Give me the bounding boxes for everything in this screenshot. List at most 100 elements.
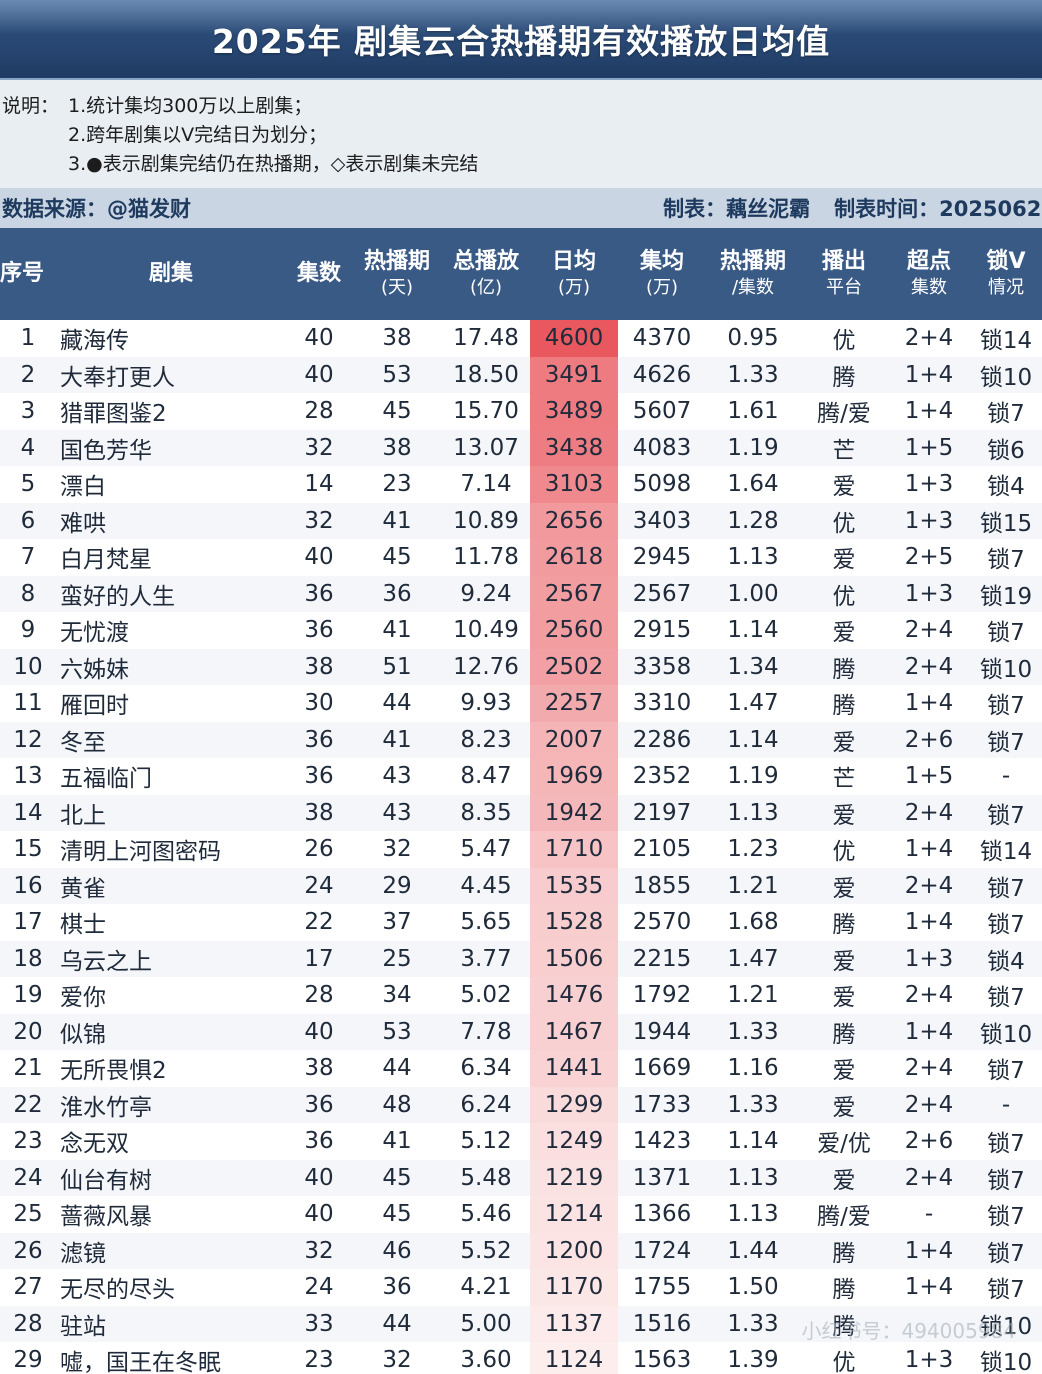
col-episodes-cell: 38 [286, 794, 352, 831]
col-rank-cell: 13 [13, 763, 43, 790]
table-row: 2 大奉打更人 40 53 18.50 3491 4626 1.33 腾 1+4 锁10 [0, 356, 1042, 393]
col-daily-avg-cell: 1299 [530, 1086, 618, 1123]
col-hot-days-cell: 44 [352, 1305, 442, 1342]
col-episodes-cell: 36 [286, 575, 352, 612]
col-lock-v-cell: 锁7 [970, 867, 1042, 904]
col-peak-episodes-cell: 1+4 [904, 1274, 954, 1301]
table-row: 24 仙台有树 40 45 5.48 1219 1371 1.13 爱 2+4 锁7 [0, 1159, 1042, 1196]
col-peak-episodes-cell: 2+4 [904, 982, 954, 1009]
table-row: 17 棋士 22 37 5.65 1528 2570 1.68 腾 1+4 锁7 [0, 904, 1042, 941]
col-episode-avg-cell: 2352 [632, 763, 692, 790]
col-episodes-cell: 14 [304, 471, 334, 498]
header-unit: (万) [645, 277, 679, 298]
header-col-episodes: 集数 [286, 228, 352, 320]
col-rank-cell: 11 [13, 690, 43, 717]
col-title-cell: 猎罪图鉴2 [60, 401, 167, 428]
col-platform-cell: 腾/爱 [817, 401, 871, 428]
col-daily-avg-cell: 1942 [530, 794, 618, 831]
col-hot-ratio-cell: 1.33 [706, 1305, 800, 1342]
col-title-cell: 乌云之上 [56, 940, 286, 977]
col-total-views-cell: 4.21 [460, 1274, 512, 1301]
col-total-views-cell: 4.45 [442, 867, 530, 904]
col-title-cell: 国色芳华 [56, 429, 286, 466]
header-col-total-views: 总播放 (亿) [442, 228, 530, 320]
col-hot-ratio-cell: 1.34 [706, 648, 800, 685]
col-lock-v-cell: 锁7 [970, 1232, 1042, 1269]
col-hot-ratio-cell: 1.14 [727, 617, 779, 644]
col-title-cell: 滤镜 [56, 1232, 286, 1269]
col-peak-episodes-cell: 2+4 [888, 794, 970, 831]
table-row: 26 滤镜 32 46 5.52 1200 1724 1.44 腾 1+4 锁7 [0, 1232, 1042, 1269]
col-total-views-cell: 3.77 [442, 940, 530, 977]
col-lock-v-cell: 锁19 [970, 575, 1042, 612]
col-rank-cell: 18 [0, 940, 56, 977]
table-row: 13 五福临门 36 43 8.47 1969 2352 1.19 芒 1+5 - [0, 758, 1042, 795]
col-hot-days-cell: 45 [382, 544, 412, 571]
header-unit: 情况 [988, 277, 1024, 298]
header-col-title: 剧集 [56, 228, 286, 320]
col-episode-avg-cell: 2197 [618, 794, 706, 831]
source-right: 制表：藕丝泥霸 制表时间：20250625 [663, 193, 1042, 223]
col-title-cell: 淮水竹亭 [56, 1086, 286, 1123]
watermark: 小红书号：494005984 [801, 1319, 1016, 1343]
col-hot-days-cell: 37 [382, 909, 412, 936]
header-unit: (万) [557, 277, 591, 298]
header-unit: /集数 [731, 277, 775, 298]
notes-indent [2, 150, 68, 179]
col-platform-cell: 芒 [800, 429, 888, 466]
col-hot-days-cell: 53 [352, 356, 442, 393]
col-episode-avg-cell: 2286 [618, 721, 706, 758]
col-rank-cell: 15 [13, 836, 43, 863]
col-total-views-cell: 5.00 [442, 1305, 530, 1342]
col-title-cell: 五福临门 [60, 766, 152, 793]
table-row: 10 六姊妹 38 51 12.76 2502 3358 1.34 腾 2+4 锁10 [0, 648, 1042, 685]
col-peak-episodes-cell: 1+3 [888, 940, 970, 977]
col-total-views-cell: 11.78 [453, 544, 519, 571]
col-hot-ratio-cell: 1.00 [706, 575, 800, 612]
data-source: 数据来源：@猫发财 [2, 197, 191, 221]
col-hot-ratio-cell: 1.50 [727, 1274, 779, 1301]
col-title-cell: 冬至 [56, 721, 286, 758]
col-hot-days-cell: 36 [352, 575, 442, 612]
col-episodes-cell: 40 [286, 1013, 352, 1050]
col-hot-ratio-cell: 1.19 [727, 763, 779, 790]
col-daily-avg-cell: 1170 [530, 1269, 618, 1306]
header-label: 总播放 [452, 249, 519, 274]
col-platform-cell: 腾 [800, 648, 888, 685]
col-daily-avg-cell: 2656 [530, 502, 618, 539]
col-platform-cell: 腾 [800, 356, 888, 393]
col-total-views-cell: 15.70 [453, 398, 519, 425]
col-total-views-cell: 6.24 [442, 1086, 530, 1123]
col-platform-cell: 爱 [832, 620, 856, 647]
col-lock-v-cell: 锁10 [970, 1013, 1042, 1050]
col-peak-episodes-cell: 1+3 [888, 502, 970, 539]
col-total-views-cell: 8.35 [442, 794, 530, 831]
col-daily-avg-cell: 1528 [530, 904, 618, 941]
table-row: 20 似锦 40 53 7.78 1467 1944 1.33 腾 1+4 锁10 [0, 1013, 1042, 1050]
header-col-daily-avg: 日均 (万) [530, 228, 618, 320]
col-episode-avg-cell: 4626 [618, 356, 706, 393]
col-platform-cell: 优 [832, 1350, 856, 1374]
header-label: 集数 [296, 261, 341, 286]
col-title-cell: 无尽的尽头 [60, 1277, 175, 1304]
col-episodes-cell: 36 [286, 721, 352, 758]
col-lock-v-cell: 锁10 [970, 648, 1042, 685]
col-title-cell: 黄雀 [56, 867, 286, 904]
header-col-episode-avg: 集均 (万) [618, 228, 706, 320]
col-rank-cell: 28 [0, 1305, 56, 1342]
col-daily-avg-cell: 1124 [530, 1342, 618, 1374]
col-episodes-cell: 30 [304, 690, 334, 717]
col-hot-ratio-cell: 1.47 [706, 940, 800, 977]
col-platform-cell: 爱 [800, 794, 888, 831]
col-episodes-cell: 32 [286, 1232, 352, 1269]
col-total-views-cell: 10.89 [442, 502, 530, 539]
col-daily-avg-cell: 1467 [530, 1013, 618, 1050]
col-peak-episodes-cell: 1+4 [904, 909, 954, 936]
col-lock-v-cell: 锁4 [970, 940, 1042, 977]
col-peak-episodes-cell: - [924, 1201, 934, 1228]
col-rank-cell: 3 [20, 398, 36, 425]
col-episode-avg-cell: 3310 [632, 690, 692, 717]
col-daily-avg-cell: 1710 [530, 831, 618, 868]
table-row: 25 蔷薇风暴 40 45 5.46 1214 1366 1.13 腾/爱 - 锁7 [0, 1196, 1042, 1233]
